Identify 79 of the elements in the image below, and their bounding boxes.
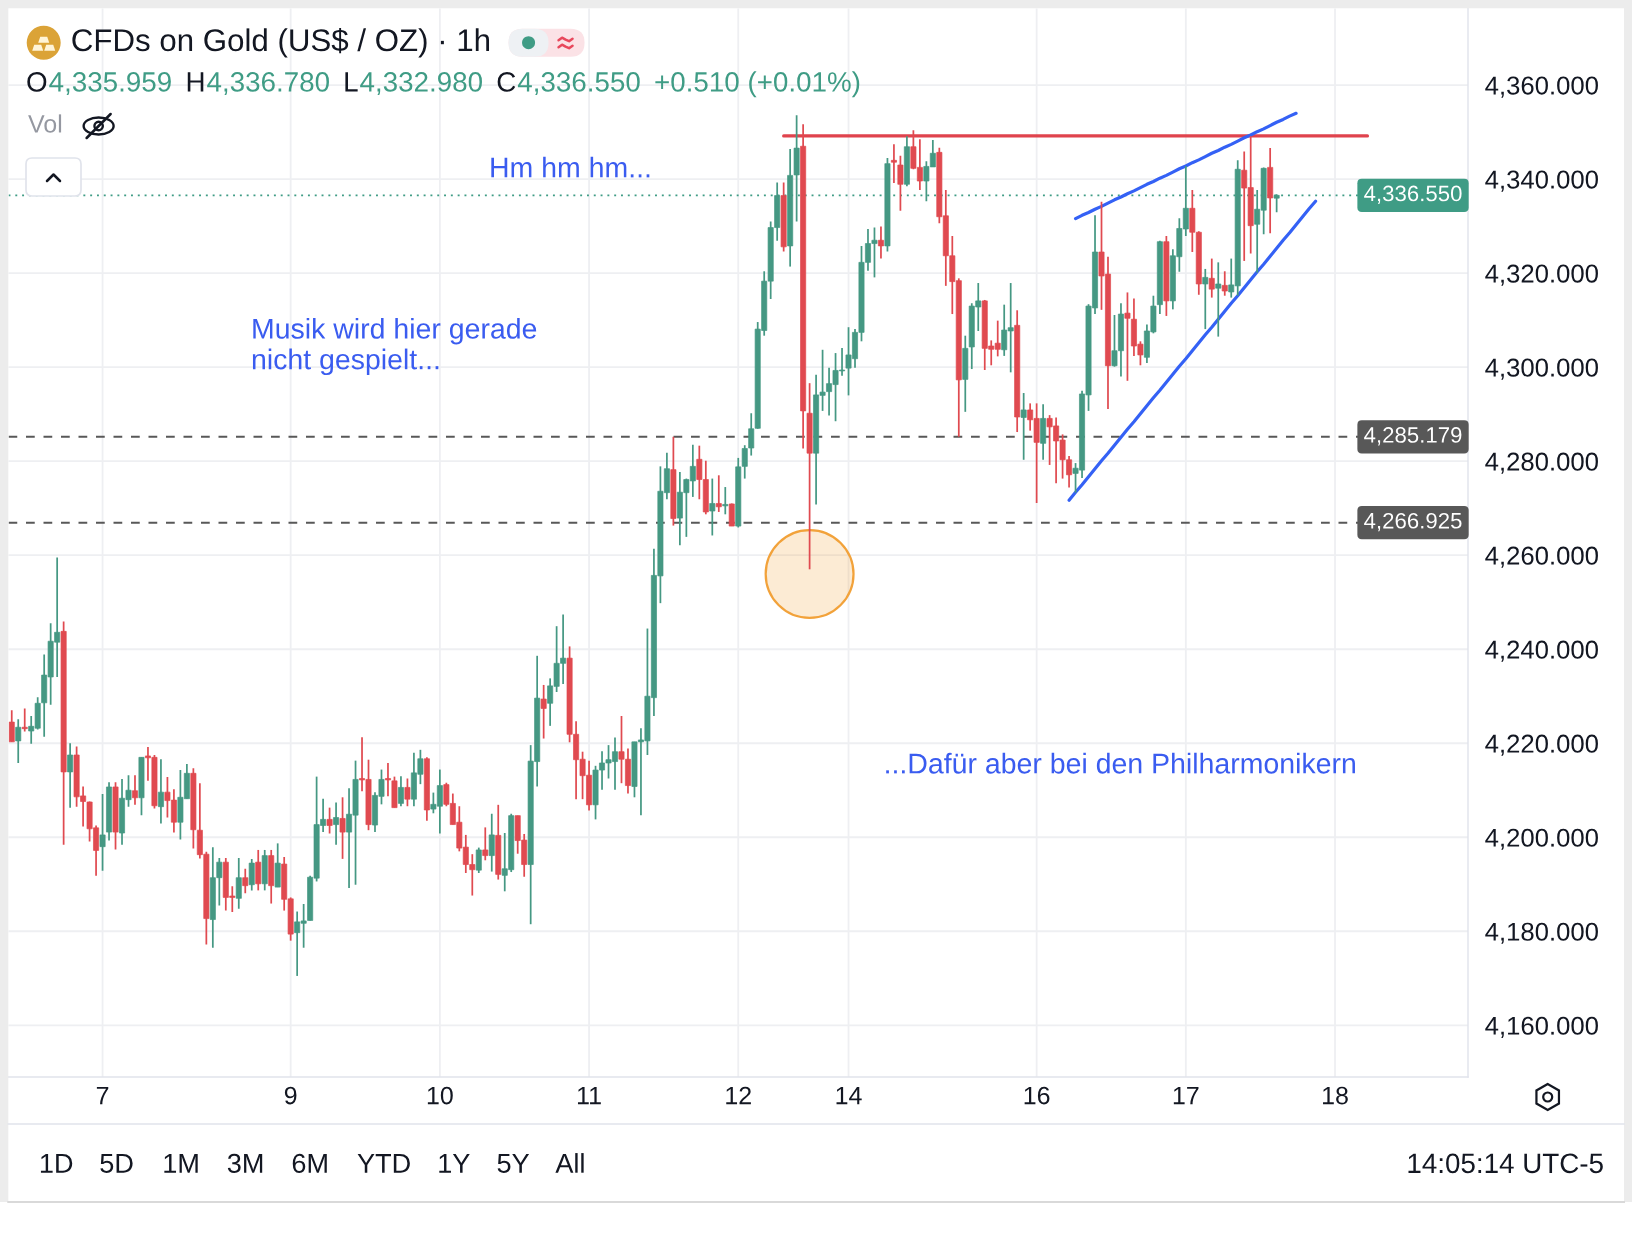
y-tick-label: 4,320.000 xyxy=(1485,264,1598,286)
ref-line-label: 4,336.550 xyxy=(1364,185,1462,204)
candlestick xyxy=(274,842,281,888)
candlestick xyxy=(475,846,482,874)
annotation: C4,336.550 xyxy=(497,72,640,96)
text: 1M xyxy=(164,1154,198,1173)
ref-line-label: 4,266.925 xyxy=(1364,512,1462,532)
candlestick xyxy=(157,758,164,825)
candlestick xyxy=(897,154,904,212)
candlestick xyxy=(15,718,22,764)
candlestick xyxy=(132,774,138,806)
candlestick xyxy=(482,826,489,862)
annotation: H4,336.780 xyxy=(187,72,329,96)
candlestick xyxy=(1124,291,1131,382)
candlestick xyxy=(1208,257,1215,299)
y-tick-label: 4,220.000 xyxy=(1485,734,1598,756)
text: 1Y xyxy=(439,1154,470,1173)
candlestick xyxy=(715,474,722,513)
candlestick xyxy=(1202,268,1209,330)
candlestick xyxy=(404,777,411,808)
candlestick xyxy=(8,709,15,743)
y-tick-label: 4,340.000 xyxy=(1485,170,1598,192)
text: 5D xyxy=(100,1154,133,1173)
candlestick xyxy=(67,742,74,809)
candlestick xyxy=(333,801,340,846)
candlestick xyxy=(878,225,884,260)
candlestick xyxy=(398,775,404,808)
candlestick xyxy=(235,857,242,910)
candlestick xyxy=(1221,270,1228,297)
text: All xyxy=(555,1153,584,1173)
y-tick-label: 4,240.000 xyxy=(1485,640,1598,662)
candlestick xyxy=(728,502,735,527)
ref-line-label: 4,285.179 xyxy=(1364,427,1462,446)
y-tick-label: 4,180.000 xyxy=(1485,922,1598,944)
text: 1D xyxy=(40,1154,73,1173)
text: 6M xyxy=(292,1153,327,1173)
x-tick-label: 14 xyxy=(836,1086,862,1105)
annotation: ...Dafür aber bei den Philharmonikern xyxy=(886,752,1355,774)
y-tick-label: 4,360.000 xyxy=(1485,76,1598,98)
x-tick-label: 7 xyxy=(96,1086,109,1105)
annotation: Hm hm hm... xyxy=(491,156,650,178)
candlestick xyxy=(326,806,333,835)
text: YTD xyxy=(357,1154,410,1173)
x-tick-label: 10 xyxy=(427,1086,453,1105)
annotation: Musik wird hier gerade nicht gespielt... xyxy=(252,317,537,376)
x-tick-label: 12 xyxy=(726,1086,751,1105)
line-series xyxy=(1067,199,1318,502)
x-tick-label: 11 xyxy=(577,1086,601,1105)
candlestick xyxy=(248,858,255,892)
y-tick-label: 4,200.000 xyxy=(1485,828,1598,850)
candlestick xyxy=(709,477,716,537)
y-tick-label: 4,300.000 xyxy=(1485,358,1598,380)
x-tick-label: 9 xyxy=(284,1086,297,1105)
text: 3M xyxy=(227,1153,263,1173)
annotation: L4,332.980 xyxy=(345,72,482,96)
candlestick xyxy=(1215,261,1222,338)
x-tick-label: 17 xyxy=(1173,1086,1199,1105)
candlestick xyxy=(255,849,262,892)
candlestick xyxy=(488,812,495,873)
candlestick xyxy=(540,684,547,740)
y-tick-label: 4,280.000 xyxy=(1485,452,1598,474)
text: 5Y xyxy=(497,1154,530,1173)
y-tick-label: 4,260.000 xyxy=(1485,546,1598,568)
candlestick xyxy=(21,707,28,733)
candlestick xyxy=(1020,392,1027,461)
line-series xyxy=(1073,111,1298,221)
candlestick xyxy=(242,867,249,895)
annotation: O4,335.959 xyxy=(27,72,171,96)
candlestick xyxy=(722,486,729,516)
annotation: +0.510 (+0.01%) xyxy=(655,71,860,98)
x-tick-label: 16 xyxy=(1024,1086,1050,1105)
y-tick-label: 4,160.000 xyxy=(1485,1016,1598,1038)
candlestick xyxy=(890,143,897,184)
x-tick-label: 18 xyxy=(1323,1086,1348,1105)
candlestick xyxy=(339,796,346,860)
text: CFDs on Gold (US$ / OZ) · 1h xyxy=(72,27,490,58)
annotation: Vol xyxy=(28,114,62,133)
candlestick xyxy=(99,793,106,872)
text: 14:05:14 UTC-5 xyxy=(1408,1153,1603,1174)
